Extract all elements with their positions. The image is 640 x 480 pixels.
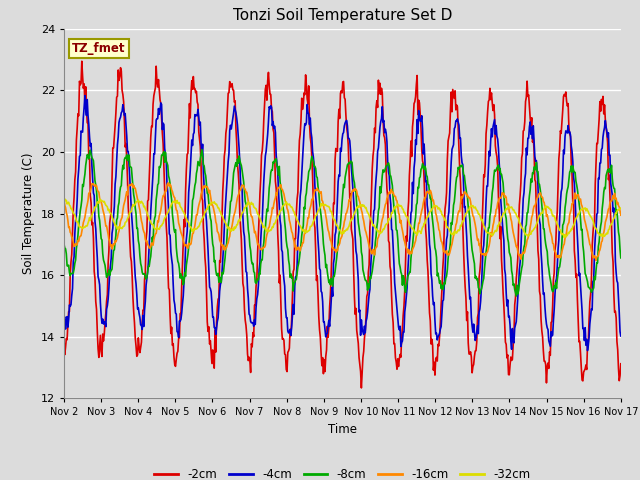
-8cm bbox=[428, 195, 435, 201]
-4cm bbox=[411, 157, 419, 163]
-16cm bbox=[592, 257, 600, 263]
-16cm bbox=[127, 181, 135, 187]
-2cm bbox=[617, 361, 625, 367]
-2cm bbox=[214, 296, 222, 302]
-8cm bbox=[214, 270, 222, 276]
-4cm bbox=[428, 271, 435, 276]
-32cm bbox=[617, 205, 625, 211]
-16cm bbox=[60, 196, 68, 202]
-16cm bbox=[617, 212, 625, 218]
Title: Tonzi Soil Temperature Set D: Tonzi Soil Temperature Set D bbox=[233, 9, 452, 24]
-8cm bbox=[127, 165, 135, 170]
-2cm bbox=[70, 195, 78, 201]
-8cm bbox=[60, 241, 68, 247]
-2cm bbox=[428, 336, 436, 342]
-32cm bbox=[410, 228, 418, 234]
Text: TZ_fmet: TZ_fmet bbox=[72, 42, 126, 55]
Line: -16cm: -16cm bbox=[64, 183, 621, 260]
-32cm bbox=[127, 208, 135, 214]
-16cm bbox=[70, 243, 78, 249]
-2cm bbox=[128, 273, 136, 279]
-32cm bbox=[214, 203, 221, 209]
-8cm bbox=[411, 220, 419, 226]
-8cm bbox=[70, 266, 78, 272]
-4cm bbox=[584, 348, 591, 353]
-4cm bbox=[70, 254, 78, 260]
Line: -2cm: -2cm bbox=[64, 61, 621, 388]
-16cm bbox=[214, 229, 222, 235]
-2cm bbox=[78, 59, 86, 64]
Line: -32cm: -32cm bbox=[64, 198, 621, 238]
-8cm bbox=[198, 147, 205, 153]
-4cm bbox=[128, 219, 136, 225]
X-axis label: Time: Time bbox=[328, 423, 357, 436]
-32cm bbox=[70, 211, 78, 217]
-16cm bbox=[411, 240, 419, 246]
Line: -8cm: -8cm bbox=[64, 150, 621, 296]
Y-axis label: Soil Temperature (C): Soil Temperature (C) bbox=[22, 153, 35, 275]
-8cm bbox=[184, 252, 192, 257]
-32cm bbox=[184, 219, 192, 225]
-4cm bbox=[81, 93, 89, 98]
-32cm bbox=[426, 208, 434, 214]
-32cm bbox=[60, 195, 68, 201]
-8cm bbox=[617, 255, 625, 261]
-8cm bbox=[513, 293, 520, 299]
-4cm bbox=[214, 315, 222, 321]
-16cm bbox=[164, 180, 172, 186]
-32cm bbox=[561, 235, 568, 240]
-2cm bbox=[185, 125, 193, 131]
-4cm bbox=[185, 190, 193, 195]
-16cm bbox=[185, 240, 193, 246]
-16cm bbox=[428, 190, 435, 195]
-2cm bbox=[412, 94, 419, 100]
-2cm bbox=[60, 336, 68, 342]
Line: -4cm: -4cm bbox=[64, 96, 621, 350]
Legend: -2cm, -4cm, -8cm, -16cm, -32cm: -2cm, -4cm, -8cm, -16cm, -32cm bbox=[150, 463, 535, 480]
-2cm bbox=[358, 385, 365, 391]
-4cm bbox=[617, 333, 625, 339]
-4cm bbox=[60, 316, 68, 322]
